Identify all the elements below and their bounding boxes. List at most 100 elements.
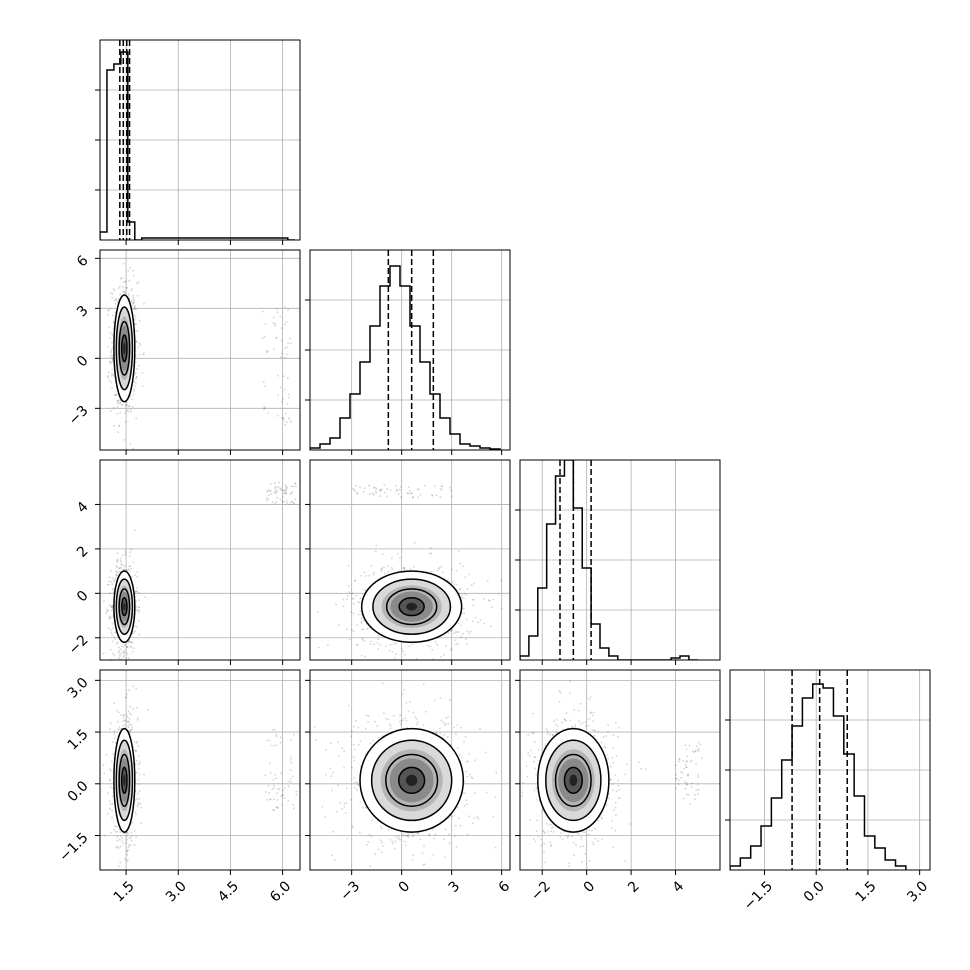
scatter-point	[137, 804, 140, 806]
scatter-point	[558, 690, 561, 693]
scatter-point	[611, 819, 614, 822]
scatter-point	[348, 638, 351, 641]
scatter-point	[128, 723, 131, 725]
scatter-point	[128, 405, 131, 407]
scatter-point	[379, 643, 381, 646]
scatter-point	[529, 818, 531, 821]
scatter-point	[132, 447, 135, 450]
outlier-point	[408, 492, 410, 495]
panel-frame	[99, 249, 301, 451]
scatter-point	[457, 631, 460, 634]
scatter-point	[537, 748, 540, 751]
panel-frame	[99, 459, 301, 661]
scatter-point	[393, 643, 396, 645]
outlier-point	[275, 489, 277, 491]
scatter-point	[462, 607, 465, 610]
outlier-point	[282, 488, 285, 491]
scatter-point	[456, 661, 458, 663]
scatter-point	[607, 724, 609, 726]
outlier-point	[441, 489, 443, 491]
scatter-point	[569, 692, 571, 694]
scatter-point	[406, 835, 409, 838]
outlier-point	[386, 495, 388, 497]
x-tick-label: 2	[625, 878, 643, 896]
outlier-point	[287, 780, 290, 783]
scatter-point	[143, 773, 146, 776]
scatter-point	[122, 291, 125, 293]
scatter-point	[135, 742, 138, 744]
scatter-point	[406, 834, 409, 837]
outlier-point	[680, 776, 683, 779]
scatter-point	[479, 727, 481, 730]
scatter-point	[428, 834, 431, 837]
outlier-point	[280, 489, 283, 492]
scatter-point	[535, 773, 538, 776]
scatter-point	[579, 723, 581, 725]
scatter-point	[467, 573, 470, 576]
scatter-point	[607, 730, 609, 733]
scatter-point	[359, 610, 362, 613]
scatter-point	[134, 306, 136, 309]
scatter-point	[112, 627, 114, 630]
scatter-point	[356, 624, 359, 627]
scatter-point	[361, 637, 364, 640]
scatter-point	[138, 797, 140, 800]
scatter-point	[109, 292, 112, 295]
scatter-point	[338, 624, 340, 626]
scatter-point	[137, 346, 139, 349]
scatter-point	[394, 840, 397, 843]
outlier-point	[279, 488, 282, 491]
outlier-point	[266, 739, 269, 742]
scatter-point	[609, 779, 612, 782]
outlier-point	[675, 777, 678, 780]
scatter-point	[110, 381, 112, 384]
outlier-point	[290, 501, 293, 503]
outlier-point	[280, 339, 283, 342]
scatter-point	[437, 570, 439, 572]
outlier-point	[449, 486, 451, 489]
scatter-point	[116, 566, 118, 569]
scatter-point	[589, 712, 592, 715]
scatter-point	[487, 599, 490, 602]
scatter-point	[108, 576, 111, 579]
scatter-point	[113, 636, 115, 638]
scatter-point	[581, 722, 584, 724]
scatter-point	[384, 572, 386, 575]
scatter-point	[111, 802, 114, 805]
scatter-point	[102, 764, 105, 766]
scatter-point	[124, 719, 127, 722]
scatter-point	[389, 643, 392, 646]
scatter-point	[594, 837, 597, 840]
scatter-point	[337, 741, 339, 744]
outlier-point	[293, 733, 295, 736]
scatter-point	[131, 300, 134, 303]
scatter-point	[137, 717, 139, 719]
scatter-point	[500, 607, 503, 610]
scatter-point	[136, 587, 139, 589]
scatter-point	[401, 693, 403, 696]
scatter-point	[114, 631, 117, 633]
scatter-point	[409, 568, 412, 571]
scatter-point	[125, 842, 128, 845]
scatter-point	[358, 831, 361, 834]
scatter-point	[450, 648, 453, 650]
outlier-point	[279, 741, 282, 744]
scatter-point	[532, 838, 535, 840]
scatter-point	[136, 282, 138, 285]
outlier-point	[273, 482, 276, 485]
scatter-point	[123, 651, 125, 653]
outlier-point	[272, 744, 275, 747]
scatter-point	[133, 390, 136, 392]
outlier-point	[281, 803, 284, 806]
scatter-point	[123, 439, 126, 441]
scatter-point	[138, 634, 141, 636]
scatter-point	[403, 566, 406, 569]
outlier-point	[354, 748, 356, 751]
scatter-point	[110, 580, 113, 583]
outlier-point	[265, 351, 268, 354]
scatter-point	[464, 792, 467, 794]
scatter-point	[362, 619, 365, 622]
outlier-point	[282, 416, 285, 419]
histogram-step	[730, 683, 907, 870]
outlier-point	[270, 483, 272, 485]
